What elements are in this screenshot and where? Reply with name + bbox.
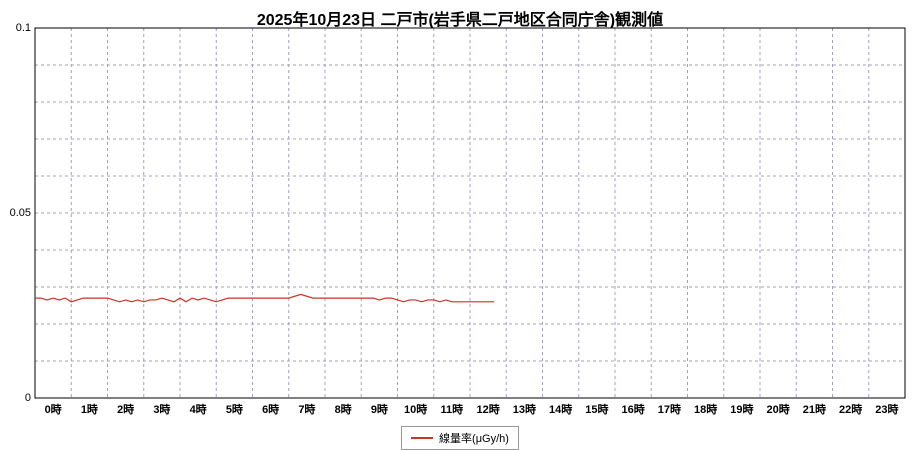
x-tick-label: 22時: [839, 404, 863, 416]
plot-border: [34, 27, 906, 399]
legend-box: 線量率(μGy/h): [401, 426, 519, 450]
x-tick-label: 8時: [334, 404, 352, 416]
x-tick-label: 13時: [512, 404, 536, 416]
legend-line-swatch: [411, 437, 434, 439]
x-tick-label: 23時: [875, 404, 899, 416]
x-tick-label: 11時: [440, 404, 464, 416]
x-tick-label: 10時: [404, 404, 428, 416]
x-tick-label: 7時: [298, 404, 316, 416]
x-tick-label: 16時: [621, 404, 645, 416]
x-tick-label: 0時: [44, 404, 62, 416]
y-tick-label: 0.1: [15, 22, 31, 34]
x-tick-label: 19時: [730, 404, 754, 416]
x-tick-label: 4時: [189, 404, 207, 416]
x-tick-label: 21時: [802, 404, 826, 416]
x-tick-label: 17時: [657, 404, 681, 416]
x-tick-label: 20時: [766, 404, 790, 416]
y-tick-label: 0: [24, 392, 31, 404]
x-tick-label: 9時: [370, 404, 388, 416]
x-tick-label: 18時: [694, 404, 718, 416]
x-tick-label: 15時: [585, 404, 609, 416]
x-tick-label: 12時: [476, 404, 500, 416]
x-tick-label: 5時: [225, 404, 243, 416]
chart-legend: 線量率(μGy/h): [0, 426, 920, 450]
x-tick-label: 1時: [80, 404, 98, 416]
chart-title: 2025年10月23日 二戸市(岩手県二戸地区合同庁舎)観測値: [256, 12, 664, 29]
legend-label: 線量率(μGy/h): [439, 433, 509, 445]
x-tick-label: 2時: [117, 404, 135, 416]
y-tick-label: 0.05: [9, 207, 31, 219]
x-tick-label: 3時: [153, 404, 171, 416]
x-tick-label: 14時: [549, 404, 573, 416]
x-tick-label: 6時: [262, 404, 280, 416]
dose-rate-line: [35, 293, 495, 303]
